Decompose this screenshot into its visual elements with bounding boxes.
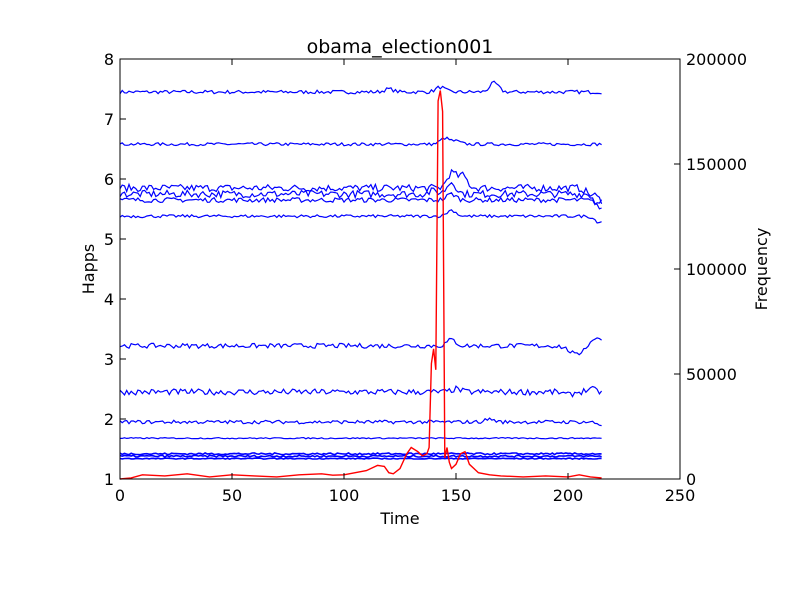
plot-frame	[119, 58, 681, 480]
y2-tick-label: 50000	[686, 365, 737, 384]
happs-series-line-13	[119, 457, 602, 460]
y-tick-label: 3	[104, 350, 114, 369]
happs-series-line-8	[119, 385, 603, 398]
x-tick-label: 200	[553, 486, 584, 505]
y-tick-label: 4	[104, 290, 114, 309]
happs-series-line-4	[119, 181, 602, 210]
happs-series-line-1	[119, 80, 602, 95]
x-tick-label: 0	[115, 486, 125, 505]
y2-tick-label: 200000	[686, 50, 747, 69]
y2-axis-title: Frequency	[752, 228, 771, 311]
happs-series-line-10	[120, 436, 602, 440]
y2-tick-label: 100000	[686, 260, 747, 279]
happs-series-line-6	[119, 209, 602, 224]
x-tick-label: 100	[329, 486, 360, 505]
y-tick-label: 7	[104, 110, 114, 129]
y2-tick-label: 0	[686, 470, 696, 489]
y-axis-title: Happs	[79, 244, 98, 294]
y-tick-label: 6	[104, 170, 114, 189]
series-layer	[119, 80, 603, 480]
y2-tick-label: 150000	[686, 155, 747, 174]
y-tick-label: 8	[104, 50, 114, 69]
chart-title: obama_election001	[307, 36, 494, 58]
y-tick-label: 1	[104, 470, 114, 489]
happs-series-line-9	[119, 417, 602, 427]
x-tick-label: 150	[441, 486, 472, 505]
happs-series-line-11	[119, 451, 602, 456]
ticks-layer: 0 50 100 150 200 250 1 2 3 4 5 6 7 8 0 50000 100000 15000…	[104, 50, 747, 505]
happs-series-line-7	[119, 337, 602, 356]
x-tick-label: 50	[222, 486, 242, 505]
happs-series-line-3	[119, 168, 603, 204]
y-tick-label: 2	[104, 410, 114, 429]
frequency-series-line	[119, 90, 602, 480]
happs-series-line-2	[119, 136, 602, 147]
happs-series-line-12	[119, 454, 602, 459]
y-tick-label: 5	[104, 230, 114, 249]
x-tick-label: 250	[665, 486, 696, 505]
x-axis-title: Time	[379, 509, 419, 528]
happs-series-line-5	[119, 192, 603, 206]
